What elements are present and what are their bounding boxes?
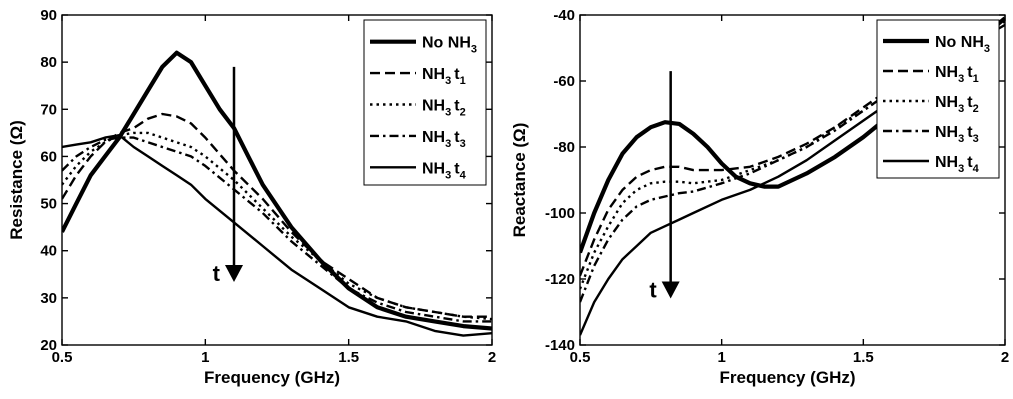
time-arrow-label: t bbox=[213, 261, 221, 286]
y-tick-label: 80 bbox=[40, 54, 57, 71]
legend-label-3: NH3 t2 bbox=[935, 94, 979, 115]
legend-label-5: NH3 t4 bbox=[422, 160, 467, 181]
y-axis-label: Reactance (Ω) bbox=[510, 123, 529, 238]
y-tick-label: -100 bbox=[545, 205, 575, 222]
plot-frame bbox=[61, 14, 493, 346]
chart-panel-2: 0.5 1 1.5 2 -140 -120 -100 -80 -60 -40 Frequency (… bbox=[510, 7, 1009, 387]
legend-label-2: NH3 t1 bbox=[422, 66, 466, 87]
y-tick-label: 90 bbox=[40, 7, 57, 24]
legend-label-5: NH3 t4 bbox=[935, 154, 980, 175]
series-line-3 bbox=[62, 131, 492, 321]
legend-box bbox=[363, 19, 487, 186]
plot-frame bbox=[579, 14, 1006, 346]
y-tick-label: 30 bbox=[40, 290, 57, 307]
legend-label-2: NH3 t1 bbox=[935, 64, 979, 85]
y-tick-label: 20 bbox=[40, 337, 57, 354]
x-axis-label: Frequency (GHz) bbox=[719, 368, 855, 387]
x-tick-label: 2 bbox=[488, 349, 496, 366]
legend-box bbox=[876, 19, 1000, 179]
legend-label-1: No NH3 bbox=[422, 35, 477, 56]
time-arrow-label: t bbox=[649, 278, 657, 303]
legend-label-1: No NH3 bbox=[935, 34, 990, 55]
x-tick-label: 1.5 bbox=[338, 349, 359, 366]
legend: No NH3 NH3 t1 NH3 t2 NH3 t3 NH3 t4 bbox=[876, 19, 1000, 179]
x-tick-label: 1 bbox=[201, 349, 209, 366]
legend-label-3: NH3 t2 bbox=[422, 98, 466, 119]
y-tick-label: 50 bbox=[40, 196, 57, 213]
x-tick-label: 2 bbox=[1001, 349, 1009, 366]
series-group bbox=[62, 50, 492, 337]
x-tick-label: 0.5 bbox=[570, 349, 591, 366]
y-tick-label: 40 bbox=[40, 243, 57, 260]
y-tick-label: -60 bbox=[553, 73, 575, 90]
time-arrow-head bbox=[225, 265, 243, 282]
y-tick-label: -140 bbox=[545, 337, 575, 354]
series-line-5 bbox=[62, 133, 492, 337]
legend: No NH3 NH3 t1 NH3 t2 NH3 t3 NH3 t4 bbox=[363, 19, 487, 186]
x-tick-label: 1 bbox=[717, 349, 725, 366]
y-tick-label: -120 bbox=[545, 271, 575, 288]
y-tick-label: 60 bbox=[40, 148, 57, 165]
x-axis-label: Frequency (GHz) bbox=[204, 368, 340, 387]
legend-label-4: NH3 t3 bbox=[422, 129, 466, 150]
y-tick-label: -80 bbox=[553, 139, 575, 156]
series-line-1 bbox=[62, 50, 492, 331]
y-tick-label: -40 bbox=[553, 7, 575, 24]
time-arrow-head bbox=[661, 281, 680, 299]
chart-panel-1: 0.5 1 1.5 2 20 30 40 50 60 70 80 90 Frequency (GHz) R… bbox=[7, 7, 496, 387]
x-tick-label: 1.5 bbox=[853, 349, 874, 366]
x-tick-label: 0.5 bbox=[52, 349, 73, 366]
y-axis-label: Resistance (Ω) bbox=[7, 120, 26, 239]
legend-label-4: NH3 t3 bbox=[935, 124, 979, 145]
series-line-4 bbox=[62, 136, 492, 323]
y-tick-label: 70 bbox=[40, 101, 57, 118]
